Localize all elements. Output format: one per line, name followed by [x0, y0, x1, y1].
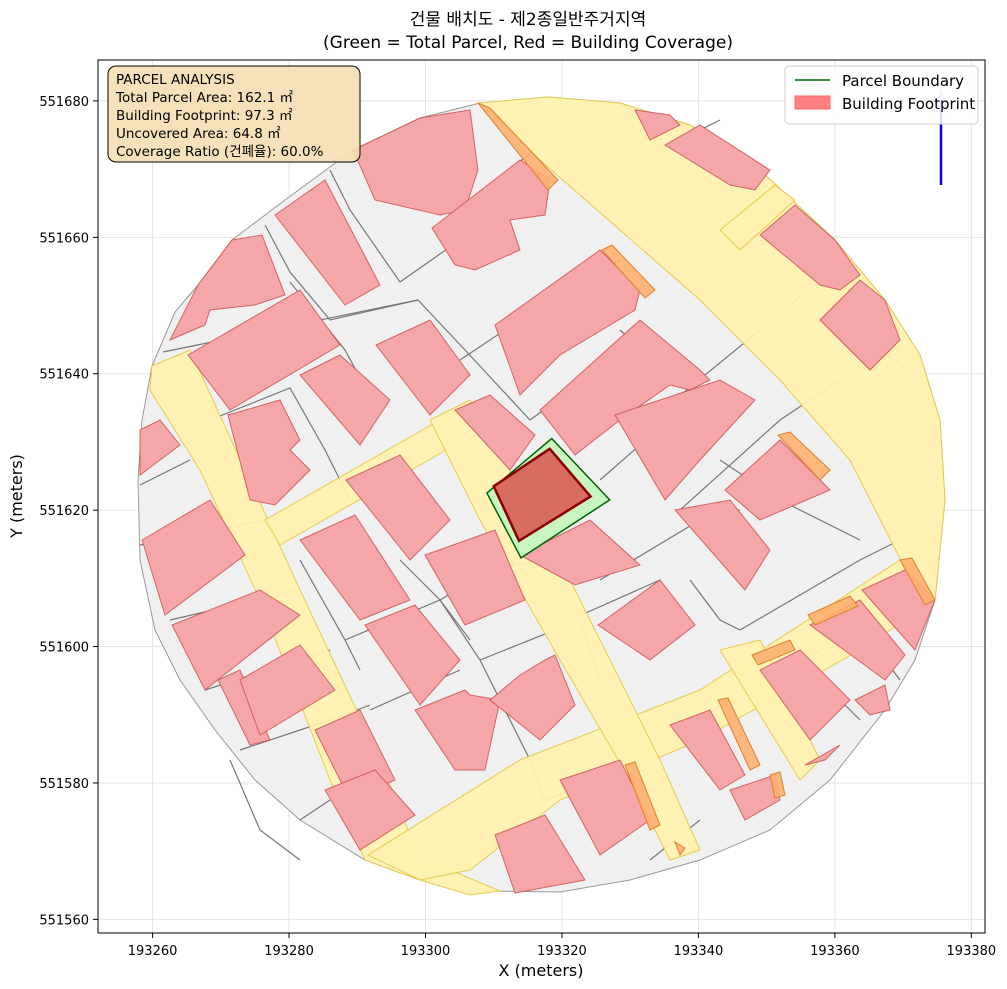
building [299, 514, 411, 621]
building [674, 499, 771, 591]
building [171, 589, 301, 691]
analysis-line: Uncovered Area: 64.8 ㎡ [116, 126, 281, 142]
building [274, 179, 381, 306]
x-tick-label: 193340 [674, 944, 724, 959]
building [819, 279, 901, 371]
analysis-line: Coverage Ratio (건폐율): 60.0% [116, 144, 324, 160]
x-ticks: 193260 193280 193300 193320 193340 193360 1933… [128, 933, 996, 959]
building [597, 579, 696, 661]
building [518, 519, 641, 586]
building [168, 234, 286, 342]
analysis-line: Total Parcel Area: 162.1 ㎡ [115, 90, 293, 106]
x-tick-label: 193380 [947, 944, 997, 959]
building [729, 774, 781, 821]
x-tick-label: 193280 [264, 944, 314, 959]
chart-title-line1: 건물 배치도 - 제2종일반주거지역 [410, 10, 646, 30]
building [489, 654, 576, 741]
y-tick-label: 551600 [39, 641, 89, 656]
building [614, 379, 756, 501]
building [664, 124, 771, 191]
y-tick-label: 551560 [39, 913, 89, 928]
building [494, 814, 586, 894]
target-building[interactable] [492, 447, 593, 543]
building [352, 109, 479, 216]
building [364, 604, 461, 706]
chart-title-line2: (Green = Total Parcel, Red = Building Co… [323, 33, 733, 53]
buildings [139, 109, 936, 894]
road-upper-spur [719, 184, 796, 251]
analysis-line: Building Footprint: 97.3 ㎡ [116, 108, 293, 124]
building [424, 529, 526, 626]
x-axis-label: X (meters) [499, 961, 584, 980]
building [324, 769, 416, 851]
legend: Parcel Boundary Building Footprint [784, 65, 979, 125]
building [299, 354, 391, 446]
building [139, 419, 181, 476]
building [759, 204, 861, 291]
building [345, 454, 451, 561]
y-tick-label: 551640 [39, 368, 89, 383]
y-ticks: 551560 551580 551600 551620 551640 551660 5516… [39, 95, 98, 928]
y-tick-label: 551660 [39, 231, 89, 246]
building [804, 744, 841, 766]
legend-item-building: Building Footprint [842, 95, 975, 113]
y-tick-label: 551580 [39, 777, 89, 792]
y-axis-label: Y (meters) [7, 454, 26, 539]
building [854, 684, 891, 716]
x-tick-label: 193320 [537, 944, 587, 959]
building [227, 399, 311, 506]
building [141, 499, 246, 616]
building [669, 709, 746, 791]
y-tick-label: 551620 [39, 504, 89, 519]
overlap-areas [477, 102, 936, 857]
building [187, 289, 341, 411]
building [724, 439, 831, 521]
road-diagonal-sw [149, 349, 502, 896]
x-tick-label: 193360 [810, 944, 860, 959]
y-tick-label: 551680 [39, 95, 89, 110]
legend-patch-swatch [794, 95, 831, 110]
building [239, 644, 336, 736]
legend-item-parcel: Parcel Boundary [842, 72, 964, 90]
analysis-box: PARCEL ANALYSIS Total Parcel Area: 162.1… [107, 65, 361, 163]
building [634, 109, 681, 141]
building [494, 249, 641, 396]
plot-frame [97, 59, 986, 934]
analysis-title: PARCEL ANALYSIS [116, 72, 235, 88]
building [759, 649, 851, 741]
building [454, 394, 536, 471]
building [375, 319, 471, 416]
x-tick-label: 193300 [401, 944, 451, 959]
x-tick-label: 193260 [128, 944, 178, 959]
